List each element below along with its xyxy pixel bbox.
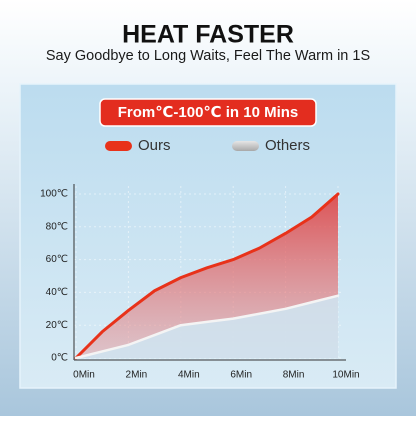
legend-swatch: [105, 141, 132, 151]
y-tick-label: 60℃: [46, 254, 68, 265]
x-tick-label: 8Min: [283, 370, 305, 381]
legend-swatch: [232, 141, 259, 151]
series-line: [74, 192, 340, 360]
legend-label: Ours: [138, 137, 171, 154]
x-tick-label: 6Min: [230, 370, 252, 381]
y-tick-label: 100℃: [40, 189, 68, 200]
legend-label: Others: [265, 137, 310, 154]
y-tick-label: 20℃: [46, 320, 68, 331]
chart-title: From℃-100℃ in 10 Mins: [118, 104, 299, 121]
title: HEAT FASTER: [122, 21, 294, 49]
badge: [99, 98, 317, 127]
x-tick-label: 10Min: [332, 370, 359, 381]
x-tick-label: 2Min: [126, 370, 148, 381]
x-tick-label: 4Min: [178, 370, 200, 381]
y-tick-label: 40℃: [46, 287, 68, 298]
y-tick-label: 0℃: [51, 353, 68, 364]
y-tick-label: 80℃: [46, 221, 68, 232]
subtitle: Say Goodbye to Long Waits, Feel The Warm…: [46, 48, 370, 64]
x-tick-label: 0Min: [73, 370, 95, 381]
plot: Ours Others 0℃ 20℃ 40℃ 60℃ 80℃ 100℃ 0Min 2Min 4Min…: [40, 137, 360, 381]
series-line: [74, 294, 340, 360]
